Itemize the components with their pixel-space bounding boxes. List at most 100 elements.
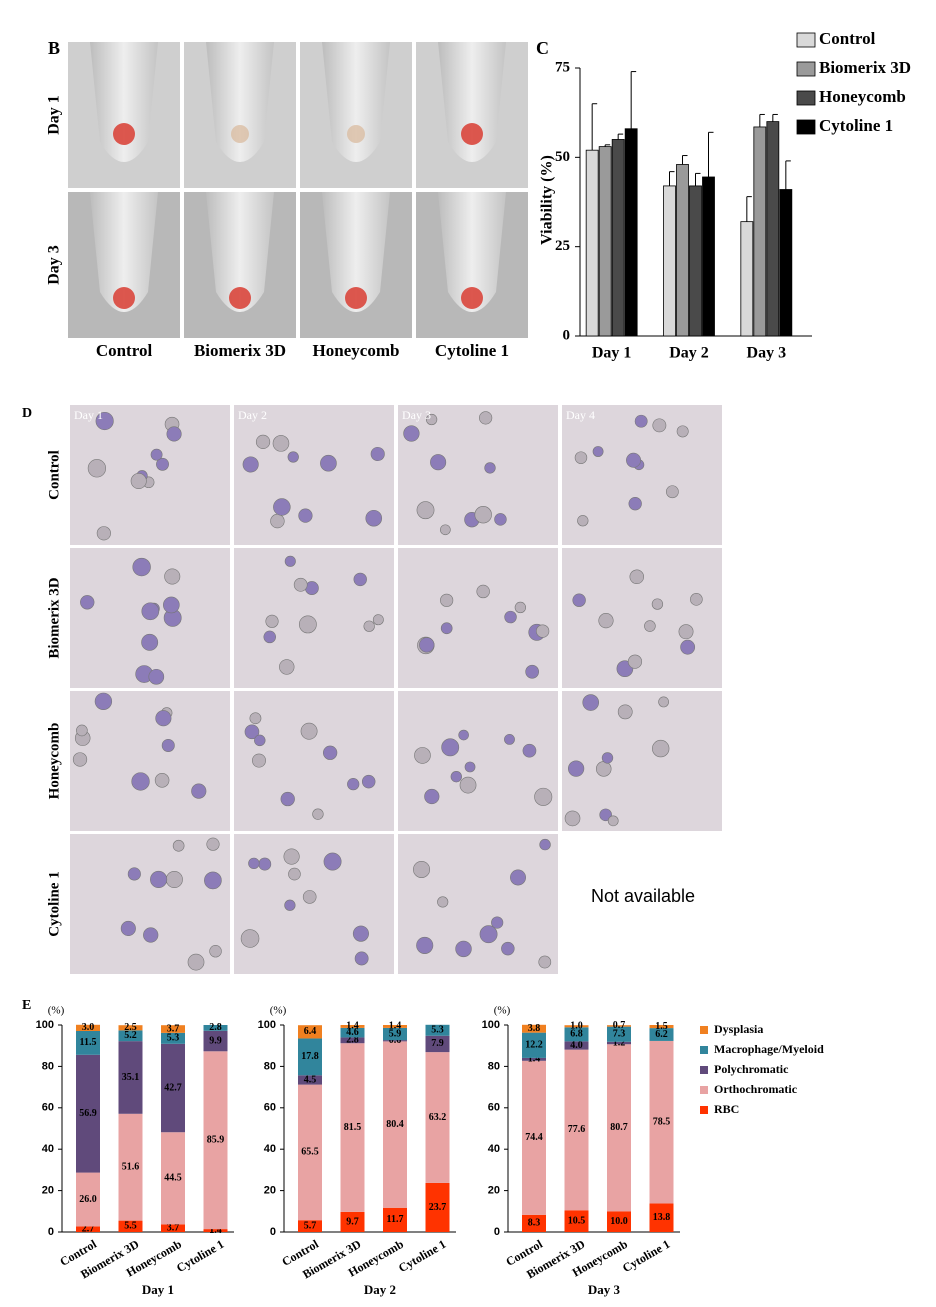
bar-segment: [161, 1132, 185, 1225]
cell: [240, 929, 260, 948]
value-label: 23.7: [429, 1202, 447, 1213]
bar-segment: [607, 1044, 631, 1212]
cell: [455, 940, 472, 958]
cell: [476, 584, 490, 599]
cell: [363, 620, 375, 632]
bar-segment: [383, 1025, 407, 1028]
value-label: 80.7: [610, 1122, 628, 1133]
x-tick-label: Cytoline 1: [396, 1237, 448, 1275]
cell: [72, 752, 88, 767]
value-label: 63.2: [429, 1112, 447, 1123]
cell: [165, 871, 183, 888]
bar-segment: [383, 1040, 407, 1042]
legend-swatch: [700, 1106, 708, 1114]
value-label: 6.2: [655, 1029, 668, 1040]
row-label: Honeycomb: [46, 723, 62, 800]
value-label: 81.5: [344, 1122, 362, 1133]
column-label: Control: [96, 341, 153, 360]
cell: [284, 899, 296, 911]
y-tick-label: 25: [555, 238, 570, 254]
bar-segment: [522, 1032, 546, 1058]
bar: [598, 146, 612, 337]
cell: [288, 867, 301, 881]
cell: [163, 596, 180, 614]
cell: [680, 639, 696, 655]
cell: [204, 871, 222, 890]
bar-segment: [118, 1030, 143, 1042]
cell: [141, 602, 160, 621]
y-tick-label: 40: [488, 1143, 500, 1155]
cell: [156, 457, 169, 471]
value-label: 10.0: [610, 1216, 628, 1227]
bar-segment: [203, 1229, 228, 1232]
value-label: 1.4: [389, 1021, 402, 1032]
cell: [534, 787, 553, 806]
panel-label: E: [22, 998, 31, 1013]
cell: [244, 724, 260, 740]
cell: [248, 857, 260, 870]
tube: [438, 42, 506, 162]
cell: [131, 772, 150, 791]
cell: [206, 837, 220, 851]
cell: [143, 927, 159, 943]
cell: [172, 839, 185, 852]
value-label: 12.2: [525, 1040, 543, 1051]
value-label: 1.0: [570, 1021, 583, 1032]
cell: [504, 610, 517, 624]
cell: [658, 696, 669, 708]
cell: [298, 615, 317, 634]
tube: [90, 192, 158, 312]
cell: [300, 722, 318, 740]
value-label: 35.1: [122, 1072, 140, 1083]
bar-segment: [564, 1210, 589, 1232]
cell: [298, 508, 313, 523]
value-label: 80.4: [386, 1119, 404, 1130]
cell: [416, 936, 434, 954]
bar: [624, 128, 638, 337]
y-axis-label: (%): [48, 1005, 65, 1017]
micrograph: [70, 834, 230, 974]
cell: [130, 473, 147, 490]
bar-segment: [298, 1038, 322, 1076]
legend-swatch: [700, 1066, 708, 1074]
cell: [87, 459, 107, 478]
cell: [361, 774, 376, 789]
value-label: 56.9: [79, 1108, 97, 1119]
cell: [510, 869, 526, 886]
value-label: 42.7: [164, 1082, 182, 1093]
bar-segment: [298, 1025, 322, 1039]
cell: [254, 734, 266, 747]
bar-segment: [607, 1211, 631, 1232]
value-label: 78.5: [653, 1116, 671, 1127]
tube: [322, 42, 390, 162]
value-label: 7.9: [431, 1038, 444, 1049]
cell: [120, 920, 136, 936]
value-label: 9.7: [346, 1216, 359, 1227]
column-label: Cytoline 1: [435, 341, 509, 360]
cell: [644, 620, 656, 632]
value-label: 6.8: [570, 1029, 583, 1040]
row-label: Cytoline 1: [46, 871, 62, 936]
bar-segment: [76, 1226, 100, 1232]
cell: [582, 694, 600, 711]
tube: [90, 42, 158, 162]
pellet: [113, 123, 135, 145]
cell: [293, 577, 308, 592]
value-label: 2.8: [346, 1035, 359, 1046]
panel-label: C: [536, 38, 549, 58]
bar-segment: [425, 1052, 450, 1183]
cell: [263, 630, 276, 644]
cell: [80, 595, 95, 610]
cell: [161, 738, 175, 752]
value-label: 77.6: [568, 1124, 586, 1135]
value-label: 3.7: [167, 1222, 180, 1233]
value-label: 44.5: [164, 1173, 182, 1184]
cell: [601, 752, 614, 764]
micrograph: [562, 405, 722, 545]
cell: [155, 710, 172, 727]
bar-segment: [118, 1041, 143, 1114]
cell: [272, 435, 290, 452]
cell: [150, 448, 163, 461]
value-label: 1.4: [346, 1021, 359, 1032]
value-label: 10.5: [568, 1215, 586, 1226]
